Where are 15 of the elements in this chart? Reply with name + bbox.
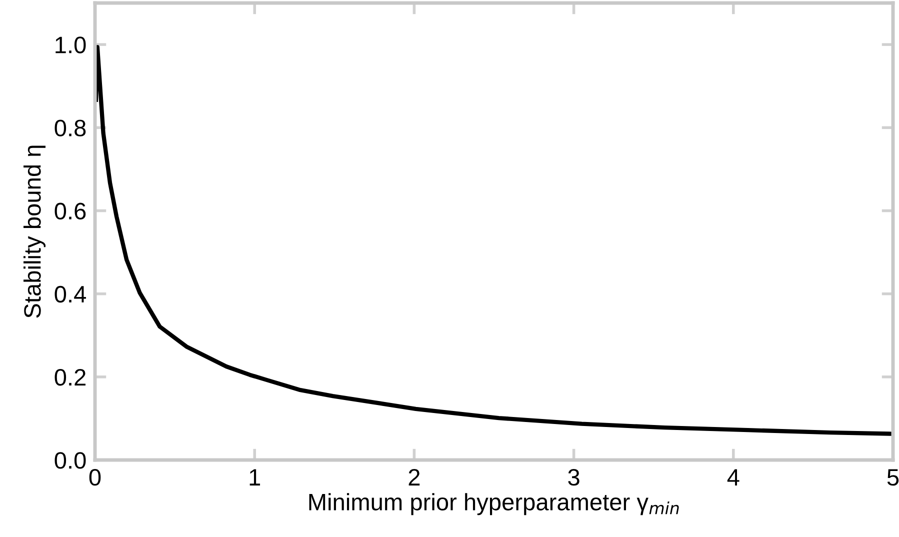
y-tick-label: 0.0	[54, 452, 86, 469]
x-tick-label: 5	[887, 469, 899, 486]
line-series	[95, 44, 893, 436]
x-axis-title: Minimum prior hyperparameter γ$_{min}$	[309, 493, 679, 516]
y-tick-label: 1.0	[56, 36, 86, 54]
y-axis-title: Stability bound η	[24, 146, 46, 318]
x-tick-label: 0	[89, 468, 101, 486]
y-tick-label: 0.4	[54, 286, 86, 303]
x-tick-label: 1	[250, 469, 260, 486]
y-tick-label: 0.6	[54, 202, 86, 220]
x-tick-label: 4	[727, 469, 740, 486]
y-tick-label: 0.8	[54, 120, 86, 136]
x-tick-label: 3	[568, 468, 580, 486]
y-tick-label: 0.2	[54, 368, 86, 386]
x-tick-label: 2	[408, 468, 420, 486]
